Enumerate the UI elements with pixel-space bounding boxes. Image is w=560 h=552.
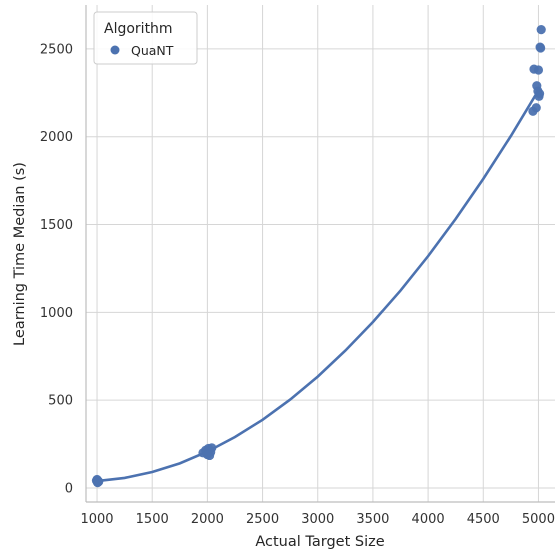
y-tick-label: 500 <box>48 394 73 409</box>
x-axis-ticks: 1000 1500 2000 2500 3000 3500 4000 4500 5000 <box>80 512 555 527</box>
data-point <box>536 43 546 53</box>
x-tick-label: 4000 <box>412 512 445 527</box>
x-tick-label: 1000 <box>80 512 113 527</box>
y-tick-label: 2500 <box>40 42 73 57</box>
x-tick-label: 1500 <box>136 512 169 527</box>
fit-curve-group <box>95 89 540 483</box>
y-axis-ticks: 0 500 1000 1500 2000 2500 <box>40 42 73 496</box>
legend-box <box>93 11 198 65</box>
y-tick-label: 0 <box>65 481 73 496</box>
x-tick-label: 3500 <box>356 512 389 527</box>
data-point <box>93 477 103 487</box>
data-points <box>91 24 546 488</box>
legend: Algorithm QuaNT <box>93 11 198 65</box>
data-point <box>531 103 541 113</box>
legend-marker-icon <box>110 45 120 55</box>
x-tick-label: 2000 <box>191 512 224 527</box>
y-axis-label: Learning Time Median (s) <box>12 162 28 346</box>
data-point <box>536 24 546 35</box>
x-axis-label: Actual Target Size <box>255 534 384 550</box>
x-tick-label: 5000 <box>522 512 555 527</box>
y-tick-label: 1000 <box>40 306 73 321</box>
grid <box>86 5 555 502</box>
x-tick-label: 3000 <box>301 512 334 527</box>
x-tick-label: 2500 <box>246 512 279 527</box>
legend-title: Algorithm <box>104 21 173 37</box>
fit-curve <box>95 89 540 483</box>
axes-frame <box>85 5 555 503</box>
y-tick-label: 2000 <box>40 130 73 145</box>
y-tick-label: 1500 <box>40 218 73 233</box>
data-point <box>534 89 545 99</box>
legend-entry-label: QuaNT <box>131 43 174 58</box>
data-point <box>207 443 217 453</box>
data-point <box>533 65 544 75</box>
x-tick-label: 4500 <box>467 512 500 527</box>
